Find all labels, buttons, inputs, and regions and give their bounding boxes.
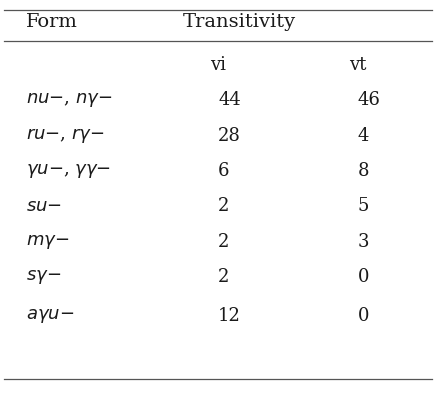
Text: $\mathit{a\gamma u}{-}$: $\mathit{a\gamma u}{-}$ <box>26 307 75 325</box>
Text: $\mathit{su}{-}$: $\mathit{su}{-}$ <box>26 197 62 215</box>
Text: 2: 2 <box>218 197 229 215</box>
Text: $\mathit{nu}{-}$, $\mathit{n\gamma}{-}$: $\mathit{nu}{-}$, $\mathit{n\gamma}{-}$ <box>26 91 112 109</box>
Text: vt: vt <box>349 56 366 74</box>
Text: 2: 2 <box>218 268 229 286</box>
Text: 0: 0 <box>358 307 369 325</box>
Text: 8: 8 <box>358 162 369 180</box>
Text: vi: vi <box>210 56 226 74</box>
Text: 28: 28 <box>218 127 241 145</box>
Text: $\mathit{m\gamma}{-}$: $\mathit{m\gamma}{-}$ <box>26 233 69 251</box>
Text: 46: 46 <box>358 91 380 109</box>
Text: 0: 0 <box>358 268 369 286</box>
Text: 5: 5 <box>358 197 369 215</box>
Text: 2: 2 <box>218 233 229 251</box>
Text: $\mathit{\gamma u}{-}$, $\mathit{\gamma\gamma}{-}$: $\mathit{\gamma u}{-}$, $\mathit{\gamma\… <box>26 162 111 180</box>
Text: 3: 3 <box>358 233 369 251</box>
Text: 6: 6 <box>218 162 229 180</box>
Text: 12: 12 <box>218 307 241 325</box>
Text: 4: 4 <box>358 127 369 145</box>
Text: 44: 44 <box>218 91 241 109</box>
Text: $\mathit{s\gamma}{-}$: $\mathit{s\gamma}{-}$ <box>26 268 61 286</box>
Text: Form: Form <box>26 13 78 31</box>
Text: $\mathit{ru}{-}$, $\mathit{r\gamma}{-}$: $\mathit{ru}{-}$, $\mathit{r\gamma}{-}$ <box>26 126 105 145</box>
Text: Transitivity: Transitivity <box>183 13 296 31</box>
